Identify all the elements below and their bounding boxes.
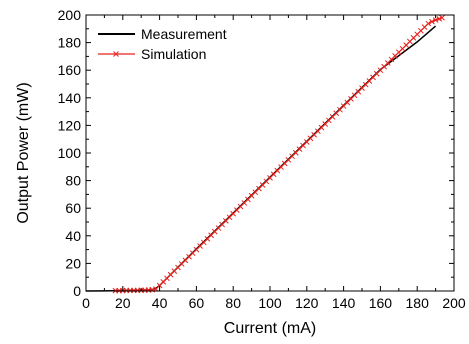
x-tick-label: 40 (152, 295, 168, 311)
series-layer (85, 14, 445, 294)
x-tick-label: 180 (406, 295, 430, 311)
simulation-point (432, 17, 439, 23)
x-tick-label: 80 (225, 295, 241, 311)
y-tick-label: 80 (65, 173, 81, 189)
x-tick-label: 200 (442, 295, 466, 311)
y-tick-label: 60 (65, 200, 81, 216)
legend-label-simulation: Simulation (141, 46, 206, 62)
y-tick-label: 200 (58, 7, 82, 23)
x-tick-label: 0 (82, 295, 90, 311)
simulation-point (113, 51, 119, 57)
x-tick-label: 100 (258, 295, 282, 311)
y-tick-label: 180 (58, 35, 82, 51)
y-tick-label: 20 (65, 255, 81, 271)
y-tick-label: 100 (58, 145, 82, 161)
x-axis-ticks: 0 20 40 60 80 100 120 140 160 180 200 (82, 15, 466, 311)
x-axis-label: Current (mA) (224, 320, 316, 337)
y-axis-label: Output Power (mW) (15, 82, 32, 223)
x-tick-label: 120 (295, 295, 319, 311)
legend-label-measurement: Measurement (141, 26, 227, 42)
y-tick-label: 0 (73, 283, 81, 299)
legend: Measurement Simulation (98, 26, 227, 62)
x-tick-label: 140 (332, 295, 356, 311)
x-tick-label: 20 (115, 295, 131, 311)
simulation-point (425, 20, 432, 27)
y-tick-label: 120 (58, 117, 82, 133)
simulation-point (429, 18, 435, 25)
y-tick-label: 140 (58, 90, 82, 106)
y-tick-label: 160 (58, 62, 82, 78)
x-tick-label: 60 (189, 295, 205, 311)
y-tick-label: 40 (65, 228, 81, 244)
simulation-point (439, 14, 445, 21)
x-tick-label: 160 (369, 295, 393, 311)
y-axis-ticks: 0 20 40 60 80 100 120 140 160 180 200 (58, 7, 454, 299)
